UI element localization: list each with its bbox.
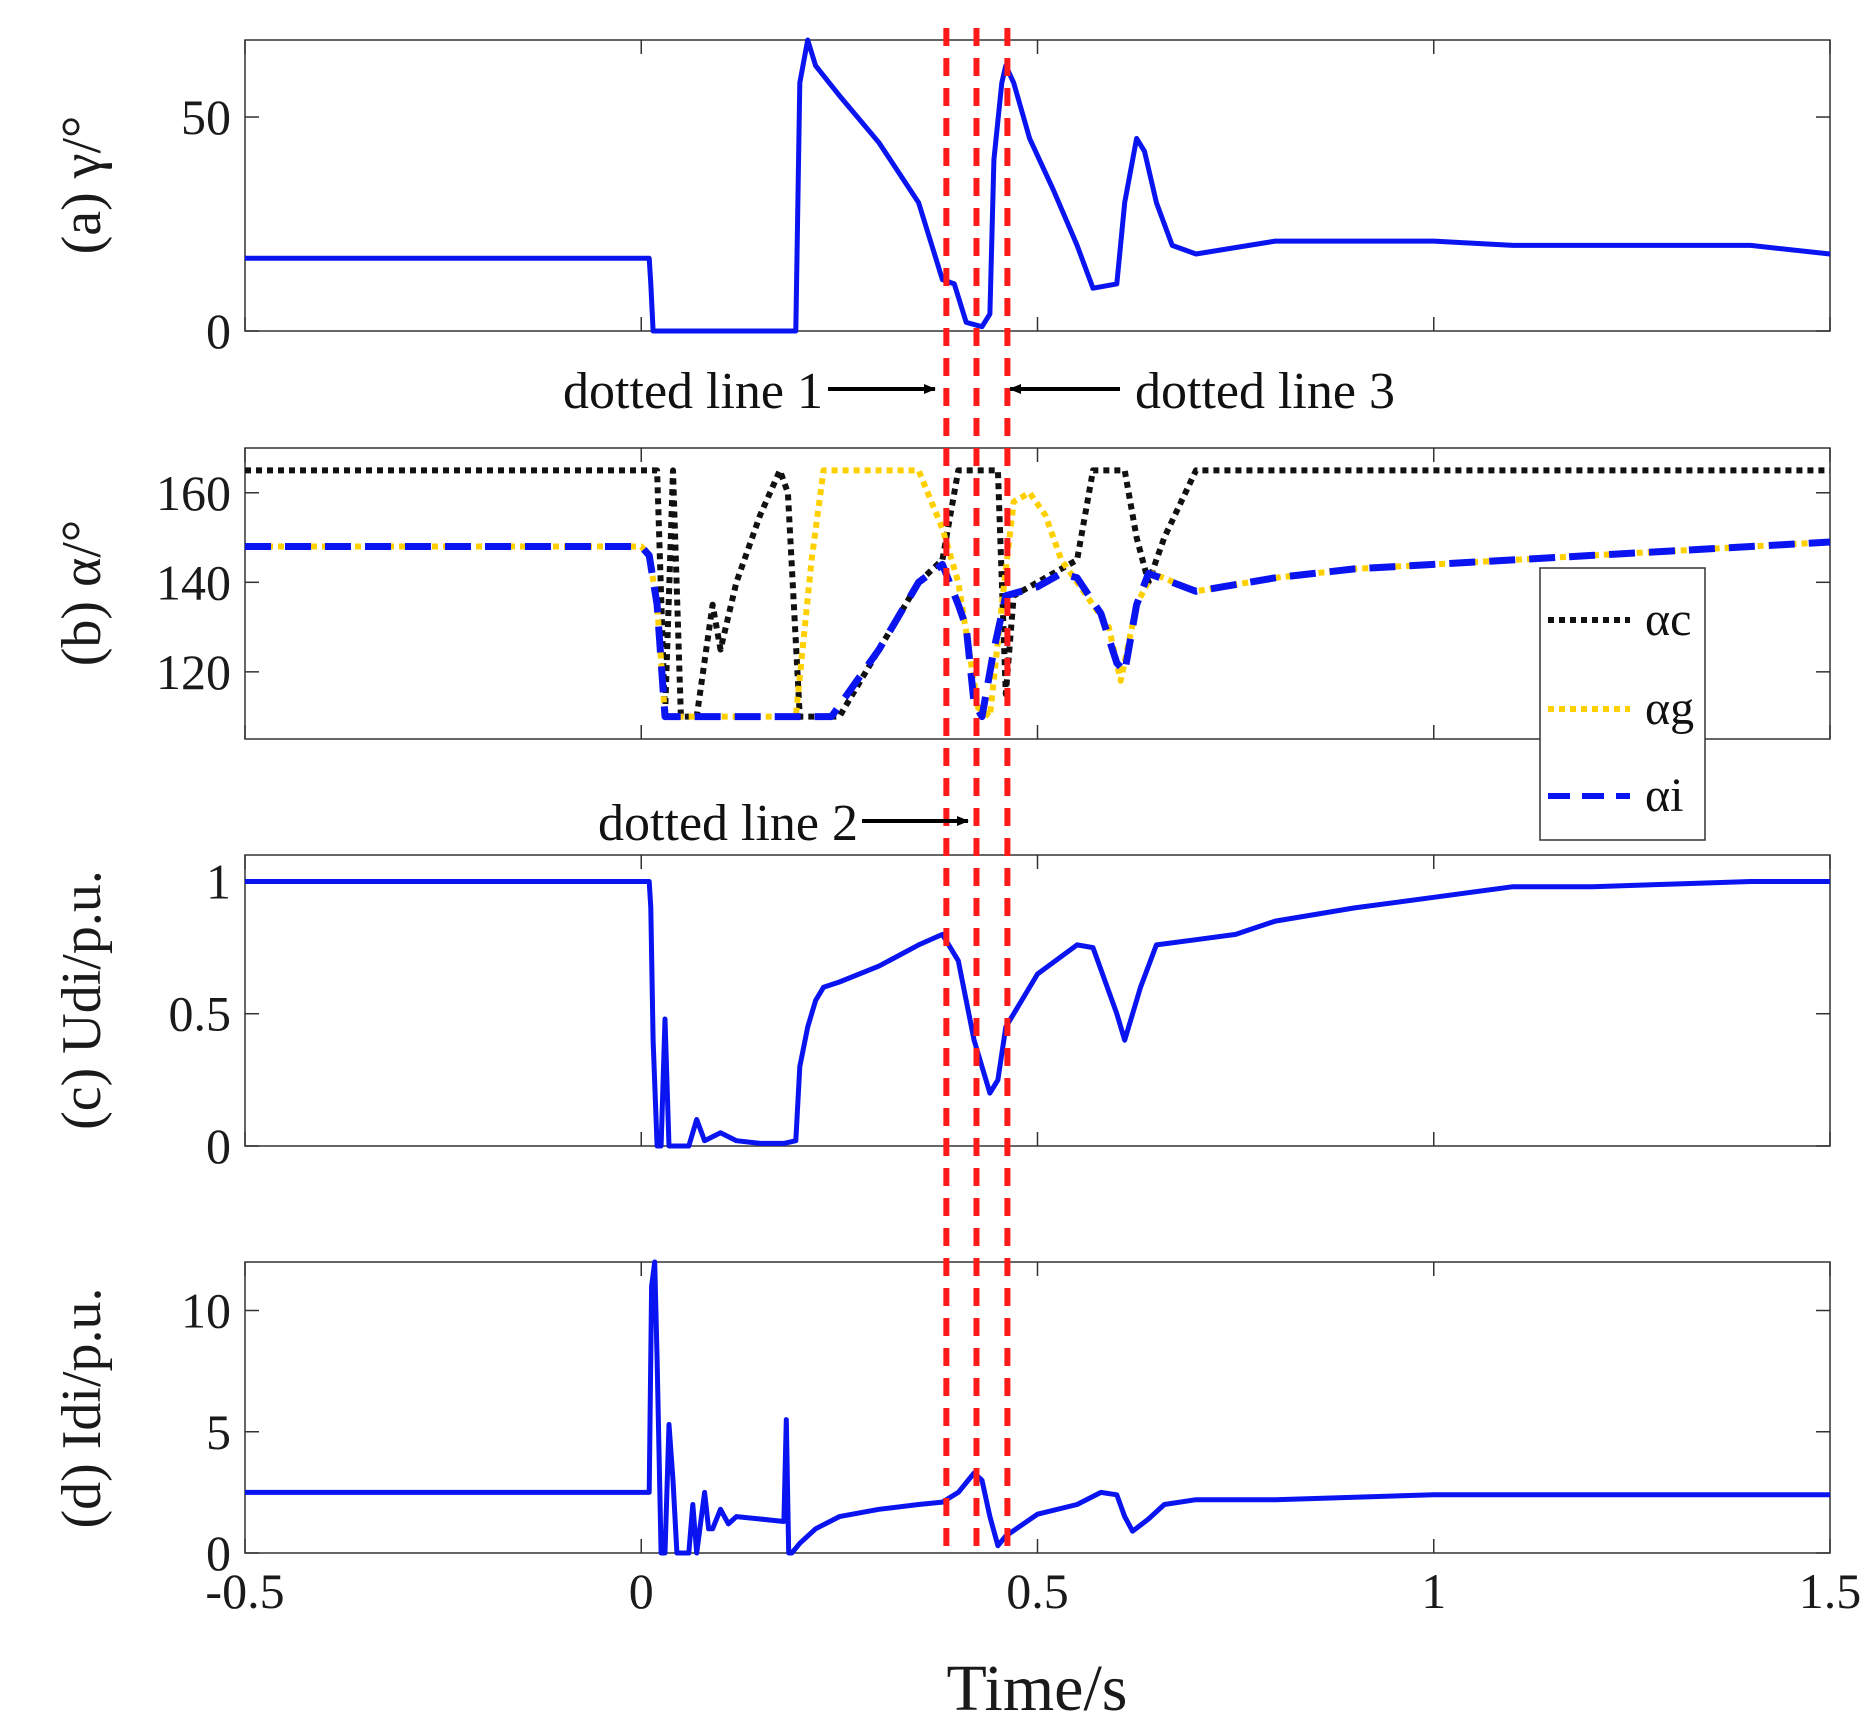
x-tick-label-3: 1 bbox=[1421, 1563, 1446, 1619]
panel-udi-plot bbox=[245, 879, 1830, 1149]
panel-gamma: 0 50 (a) γ/° bbox=[51, 37, 1831, 359]
legend-label-alpha-g: αg bbox=[1645, 682, 1694, 735]
gamma-ytick-label-0: 0 bbox=[206, 303, 231, 359]
annotation-dotted-line-2: dotted line 2 bbox=[598, 795, 969, 852]
alpha-ytick-label-2: 160 bbox=[156, 465, 231, 521]
series-αi bbox=[245, 538, 1831, 721]
idi-ytick-label-1: 5 bbox=[206, 1404, 231, 1460]
panel-idi-ticks: 0 5 10 bbox=[181, 1262, 1831, 1581]
legend-label-alpha-i: αi bbox=[1645, 769, 1683, 822]
x-tick-label-4: 1.5 bbox=[1799, 1563, 1862, 1619]
panel-alpha-ylabel: (b) α/° bbox=[51, 520, 113, 667]
panel-gamma-ticks: 0 50 bbox=[181, 40, 1831, 359]
annotation-label-3: dotted line 3 bbox=[1135, 363, 1395, 420]
x-tick-label-2: 0.5 bbox=[1006, 1563, 1069, 1619]
udi-ytick-label-0: 0 bbox=[206, 1118, 231, 1174]
annotation-label-2: dotted line 2 bbox=[598, 795, 858, 852]
idi-ytick-label-2: 10 bbox=[181, 1283, 231, 1339]
idi-ytick-label-0: 0 bbox=[206, 1525, 231, 1581]
annotation-dotted-line-3: dotted line 3 bbox=[1009, 363, 1395, 420]
dotted-guide-lines bbox=[943, 28, 1011, 1553]
panel-udi-frame bbox=[244, 854, 1831, 1147]
x-tick-label-1: 0 bbox=[629, 1563, 654, 1619]
x-tick-label-0: -0.5 bbox=[205, 1563, 284, 1619]
legend-label-alpha-c: αc bbox=[1645, 593, 1691, 646]
alpha-ytick-label-0: 120 bbox=[156, 644, 231, 700]
annotation-label-1: dotted line 1 bbox=[563, 363, 823, 420]
panel-alpha-ticks: 120 140 160 bbox=[156, 448, 1831, 739]
panel-udi-ylabel: (c) Udi/p.u. bbox=[51, 870, 113, 1130]
panel-udi: 00.51 (c) Udi/p.u. bbox=[51, 853, 1831, 1174]
panel-idi-frame bbox=[244, 1261, 1831, 1554]
annotation-dotted-line-1: dotted line 1 bbox=[563, 363, 936, 420]
udi-ytick-label-2: 1 bbox=[206, 853, 231, 909]
panel-idi-plot bbox=[245, 1259, 1830, 1556]
panel-alpha-plot bbox=[245, 467, 1831, 721]
x-axis-label: Time/s bbox=[947, 1652, 1128, 1725]
udi-ytick-label-1: 0.5 bbox=[169, 986, 232, 1042]
legend: αc αg αi bbox=[1539, 567, 1706, 841]
x-axis-ticks: -0.5 0 0.5 1 1.5 bbox=[205, 1563, 1861, 1619]
series-Udi bbox=[245, 879, 1830, 1149]
gamma-ytick-label-1: 50 bbox=[181, 89, 231, 145]
panel-udi-ticks: 00.51 bbox=[169, 853, 1831, 1174]
alpha-ytick-label-1: 140 bbox=[156, 554, 231, 610]
panel-idi-ylabel: (d) Idi/p.u. bbox=[51, 1287, 113, 1528]
panel-idi: 0 5 10 (d) Idi/p.u. bbox=[51, 1259, 1831, 1581]
panel-gamma-ylabel: (a) γ/° bbox=[51, 116, 113, 255]
panel-gamma-frame bbox=[244, 39, 1831, 332]
series-Idi bbox=[245, 1259, 1830, 1556]
